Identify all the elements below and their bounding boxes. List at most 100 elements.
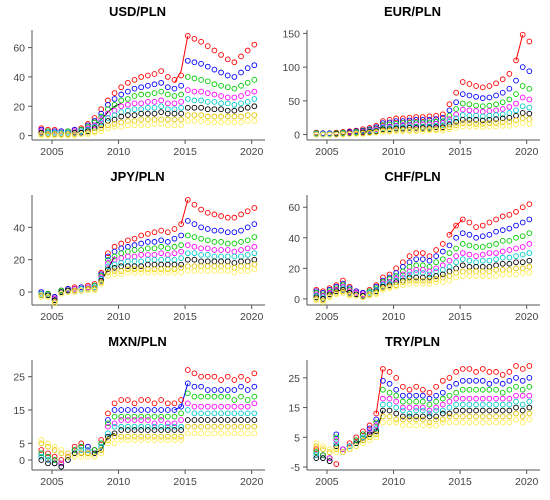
- x-tick-label: 2005: [40, 476, 64, 488]
- data-point: [198, 403, 204, 410]
- data-point: [151, 420, 158, 427]
- data-point: [459, 395, 466, 402]
- data-point: [526, 68, 533, 75]
- data-point: [191, 268, 198, 274]
- data-point: [224, 229, 231, 236]
- data-point: [506, 237, 513, 244]
- data-point: [459, 419, 466, 426]
- data-point: [459, 91, 466, 97]
- data-point: [419, 126, 426, 133]
- data-point: [78, 440, 85, 447]
- data-point: [184, 242, 191, 248]
- data-point: [178, 255, 184, 261]
- data-point: [513, 91, 519, 97]
- data-point: [224, 430, 231, 437]
- data-point: [380, 413, 386, 420]
- data-point: [191, 256, 198, 263]
- data-point: [400, 282, 406, 288]
- data-point: [413, 256, 420, 263]
- data-point: [459, 407, 466, 414]
- data-point: [493, 262, 499, 269]
- data-point: [184, 33, 191, 39]
- data-point: [244, 99, 251, 105]
- data-point: [151, 245, 158, 252]
- data-point: [38, 290, 45, 297]
- data-point: [453, 401, 459, 408]
- data-point: [406, 253, 413, 259]
- data-point: [224, 214, 231, 221]
- data-point: [486, 108, 493, 114]
- data-point: [85, 447, 91, 453]
- data-point: [98, 440, 105, 447]
- data-point: [406, 410, 413, 417]
- data-point: [499, 213, 506, 220]
- data-point: [499, 89, 506, 96]
- data-point: [513, 117, 519, 124]
- data-point: [479, 407, 486, 414]
- data-point: [198, 60, 204, 67]
- data-point: [251, 250, 258, 257]
- data-point: [151, 407, 158, 413]
- data-point: [171, 420, 178, 427]
- data-point: [439, 271, 446, 278]
- data-point: [493, 116, 499, 122]
- data-point: [191, 88, 198, 95]
- data-point: [506, 407, 513, 414]
- data-point: [238, 106, 244, 113]
- data-point: [413, 114, 420, 120]
- data-point: [400, 416, 406, 423]
- data-point: [218, 119, 224, 126]
- data-point: [204, 393, 211, 400]
- data-point: [191, 35, 198, 42]
- plot-area: 0 20 40 2005 2010 2015 2020: [13, 195, 265, 323]
- data-point: [231, 417, 238, 423]
- data-point: [118, 437, 125, 443]
- data-point: [313, 446, 320, 453]
- data-point: [466, 268, 473, 275]
- data-point: [333, 431, 340, 438]
- x-tick-label: 2020: [240, 476, 264, 488]
- data-point: [138, 232, 145, 239]
- data-point: [244, 224, 251, 231]
- data-point: [426, 257, 433, 264]
- data-point: [51, 447, 58, 453]
- data-point: [131, 400, 138, 407]
- data-point: [499, 419, 506, 426]
- data-point: [138, 417, 145, 423]
- data-point: [164, 433, 171, 440]
- chart-title: EUR/PLN: [383, 4, 442, 19]
- data-point: [118, 113, 125, 120]
- data-point: [38, 440, 45, 447]
- data-point: [526, 250, 533, 256]
- y-tick-label: 50: [288, 96, 300, 108]
- data-point: [406, 271, 413, 278]
- data-point: [211, 81, 218, 88]
- data-point: [224, 94, 231, 101]
- data-point: [426, 422, 433, 429]
- data-point: [125, 266, 131, 273]
- data-point: [204, 403, 211, 410]
- data-point: [513, 404, 519, 411]
- data-point: [499, 119, 506, 126]
- data-point: [346, 131, 353, 137]
- data-point: [446, 413, 453, 420]
- data-point: [164, 252, 171, 258]
- data-point: [178, 116, 184, 123]
- data-point: [486, 413, 493, 420]
- data-point: [144, 423, 151, 430]
- data-point: [211, 387, 218, 393]
- data-point: [346, 446, 353, 453]
- data-point: [413, 392, 420, 399]
- data-point: [459, 241, 466, 247]
- data-point: [218, 263, 224, 270]
- data-point: [105, 122, 111, 129]
- data-point: [453, 369, 459, 375]
- plot-area: 0 20 40 60 2005 2010 2015 2020: [288, 195, 540, 323]
- y-tick-label: 20: [13, 101, 25, 113]
- data-point: [178, 110, 184, 117]
- data-point: [526, 104, 533, 111]
- data-point: [473, 224, 479, 230]
- data-point: [499, 389, 506, 396]
- data-point: [171, 423, 178, 430]
- data-point: [526, 383, 533, 390]
